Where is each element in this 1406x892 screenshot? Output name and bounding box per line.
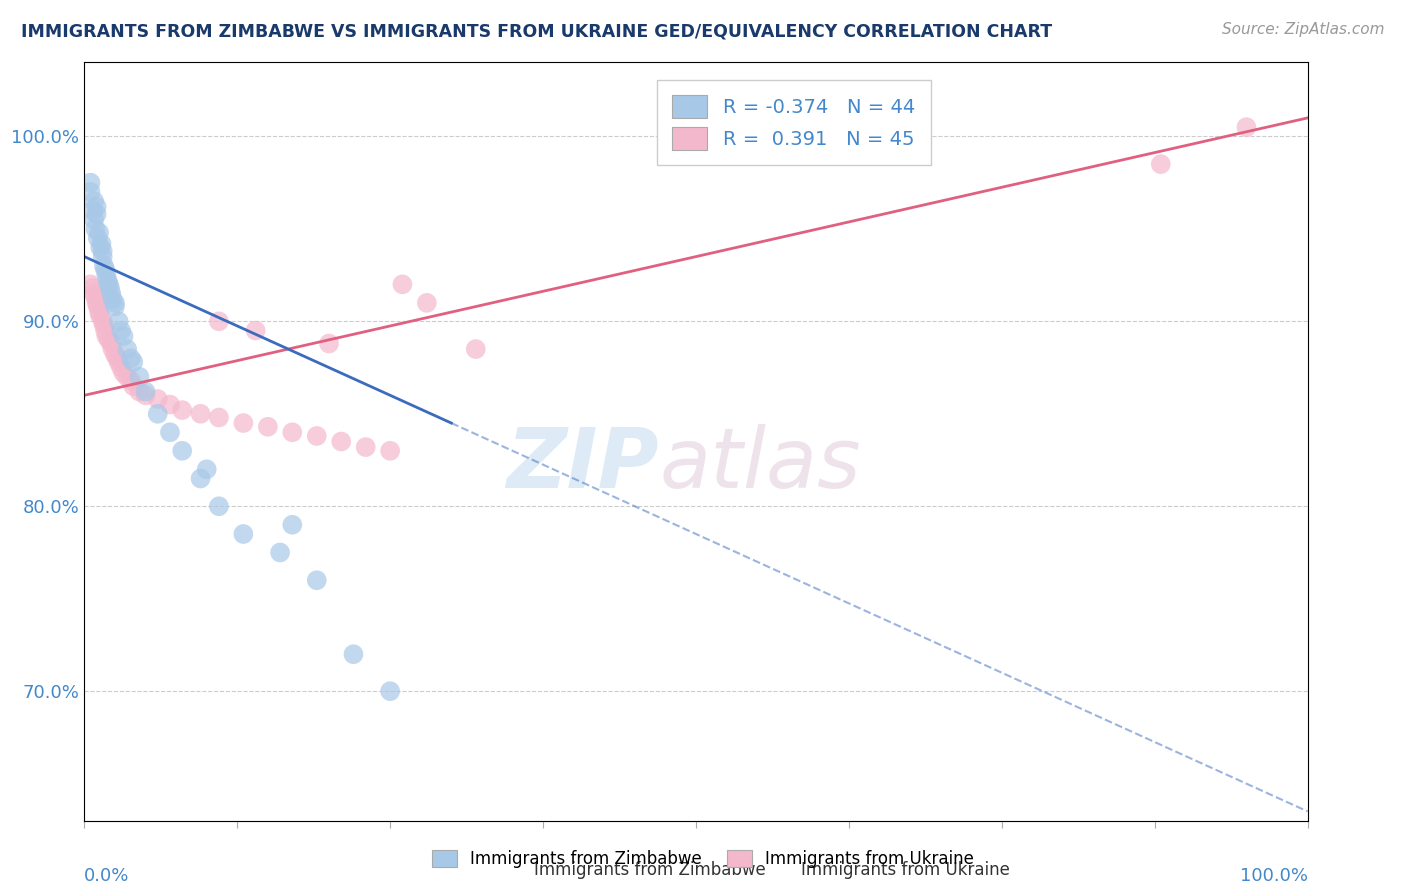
Point [86,296,108,310]
Point [354,440,377,454]
Point [91,314,114,328]
Point [112,366,135,380]
Point [83,286,105,301]
Point [91,250,114,264]
Point [380,443,402,458]
Point [97,333,120,347]
Point [96,268,118,282]
Point [128,384,150,399]
Point [190,471,212,485]
Point [101,342,124,356]
Point [98,281,121,295]
Point [281,425,304,440]
Legend: Immigrants from Zimbabwe, Immigrants from Ukraine: Immigrants from Zimbabwe, Immigrants fro… [425,843,981,875]
Point [342,647,364,661]
Point [96,329,118,343]
Point [122,355,145,369]
Point [120,351,142,366]
Point [94,324,117,338]
Point [104,296,127,310]
Point [122,379,145,393]
Text: Immigrants from Zimbabwe: Immigrants from Zimbabwe [534,861,766,879]
Point [1236,120,1258,135]
Point [87,231,110,245]
Legend: R = -0.374   N = 44, R =  0.391   N = 45: R = -0.374 N = 44, R = 0.391 N = 45 [657,79,931,166]
Point [97,274,120,288]
Point [107,314,129,328]
Point [82,203,104,218]
Text: Source: ZipAtlas.com: Source: ZipAtlas.com [1222,22,1385,37]
Text: 100.0%: 100.0% [1240,867,1308,885]
Point [104,348,127,362]
Point [380,684,402,698]
Point [83,212,105,227]
Point [79,185,101,199]
Point [104,300,127,314]
Point [464,342,486,356]
Point [245,324,267,338]
Point [269,545,291,559]
Point [195,462,218,476]
Point [91,244,114,258]
Point [257,419,280,434]
Point [83,194,105,208]
Point [208,500,231,514]
Point [110,360,132,375]
Point [90,236,112,251]
Point [84,222,107,236]
Point [172,403,194,417]
Point [208,410,231,425]
Point [1150,157,1173,171]
Point [107,355,129,369]
Point [79,277,101,292]
Point [135,384,157,399]
Point [159,425,181,440]
Point [115,342,138,356]
Point [89,240,111,254]
Point [120,374,142,388]
Point [97,277,120,292]
Point [79,176,101,190]
Point [281,517,304,532]
Point [84,290,107,304]
Point [100,286,122,301]
Text: ZIP: ZIP [506,424,659,505]
Point [159,398,181,412]
Point [172,443,194,458]
Point [115,369,138,384]
Point [190,407,212,421]
Point [208,314,231,328]
Point [112,329,135,343]
Point [305,429,328,443]
Point [330,434,353,449]
Point [416,296,439,310]
Text: Immigrants from Ukraine: Immigrants from Ukraine [801,861,1011,879]
Point [82,281,104,295]
Point [101,292,124,306]
Point [105,351,128,366]
Point [100,336,122,351]
Text: IMMIGRANTS FROM ZIMBABWE VS IMMIGRANTS FROM UKRAINE GED/EQUIVALENCY CORRELATION : IMMIGRANTS FROM ZIMBABWE VS IMMIGRANTS F… [21,22,1052,40]
Point [135,388,157,402]
Point [128,369,150,384]
Point [146,407,169,421]
Point [86,200,108,214]
Text: 0.0%: 0.0% [84,867,129,885]
Point [89,309,111,323]
Point [318,336,340,351]
Point [305,573,328,587]
Point [146,392,169,406]
Point [93,318,115,332]
Point [391,277,413,292]
Point [232,416,254,430]
Point [87,305,110,319]
Point [110,324,132,338]
Point [86,207,108,221]
Text: atlas: atlas [659,424,860,505]
Point [87,300,110,314]
Point [93,259,115,273]
Point [94,262,117,277]
Point [87,226,110,240]
Point [232,527,254,541]
